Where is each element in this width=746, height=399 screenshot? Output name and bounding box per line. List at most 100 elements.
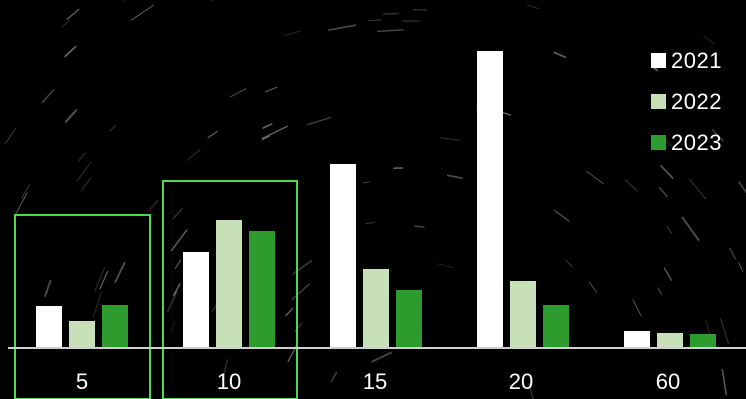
star-trail [66, 8, 80, 20]
legend: 2021 2022 2023 [651, 40, 722, 163]
x-tick-label: 20 [509, 369, 533, 394]
star-trail [264, 86, 278, 93]
star-trail [171, 321, 176, 332]
star-trail [377, 29, 404, 32]
star-trail [681, 216, 700, 241]
star-trail [382, 12, 400, 15]
bars-layer [36, 51, 716, 348]
star-trail [586, 170, 605, 185]
star-trail [711, 128, 724, 142]
star-trail [229, 88, 247, 98]
star-trail [307, 116, 332, 126]
star-trail [207, 130, 219, 139]
star-trail [526, 4, 540, 10]
star-trail [222, 359, 229, 380]
bar-2022-15 [363, 269, 389, 348]
star-trail [99, 270, 109, 290]
star-trail [439, 137, 461, 142]
star-trail [553, 51, 567, 59]
star-trail [148, 199, 159, 212]
bar-2023-60 [690, 334, 716, 348]
star-trail [76, 162, 92, 182]
star-trail [632, 299, 642, 317]
star-trail [114, 262, 126, 284]
bar-2021-5 [36, 306, 62, 348]
star-trail [738, 262, 744, 272]
star-trail [738, 181, 746, 194]
star-trail [15, 192, 28, 215]
star-trail [528, 383, 534, 399]
star-trail [291, 283, 310, 301]
highlight-box-10 [162, 180, 298, 399]
legend-item-2021: 2021 [651, 40, 722, 81]
star-trail [371, 351, 393, 363]
x-tick-labels: 5 10 15 20 60 [76, 369, 680, 394]
star-trail [170, 229, 188, 252]
star-trail [657, 287, 663, 296]
legend-item-2022: 2022 [651, 81, 722, 122]
star-trail [44, 279, 52, 297]
bar-2021-60 [624, 331, 650, 348]
star-trail [327, 24, 357, 31]
star-trail [172, 283, 181, 296]
bar-2021-10 [183, 252, 209, 348]
star-trail [728, 247, 737, 260]
x-tick-label: 60 [656, 369, 680, 394]
star-trail [77, 152, 86, 162]
star-trail [80, 177, 92, 192]
bar-2023-20 [543, 305, 569, 348]
star-trail [64, 109, 78, 123]
star-trail [283, 30, 301, 37]
star-trail [660, 165, 674, 179]
legend-label: 2021 [671, 47, 722, 73]
bar-2023-15 [396, 290, 422, 348]
highlight-boxes-layer [14, 180, 298, 399]
star-trail [4, 127, 17, 145]
bar-2021-15 [330, 164, 356, 348]
bar-2022-60 [657, 333, 683, 348]
star-trail [666, 226, 673, 234]
star-trail [109, 124, 117, 132]
legend-swatch [651, 94, 666, 109]
star-trail [437, 263, 455, 269]
star-trail [658, 187, 668, 197]
bar-2022-20 [510, 281, 536, 348]
star-trail [705, 319, 711, 336]
legend-swatch [651, 135, 666, 150]
star-trail [261, 135, 270, 141]
star-trail [92, 291, 102, 317]
star-trail [624, 179, 638, 192]
bar-2023-5 [102, 305, 128, 348]
star-trail [64, 45, 77, 58]
star-trail [720, 318, 730, 345]
star-trail [61, 20, 70, 28]
star-trail [261, 125, 288, 140]
star-trail [21, 184, 30, 199]
star-trail [446, 174, 463, 180]
star-trail [330, 371, 338, 383]
star-trail [414, 225, 425, 228]
star-trail [130, 4, 155, 21]
star-trail [186, 149, 201, 161]
star-trail [663, 267, 673, 281]
star-trail [362, 181, 370, 184]
x-tick-label: 15 [363, 369, 387, 394]
star-trail [565, 259, 574, 268]
legend-swatch [651, 53, 666, 68]
bar-2021-20 [477, 51, 503, 348]
star-trail [721, 369, 728, 396]
x-tick-label: 10 [217, 369, 241, 394]
star-trail [588, 281, 598, 293]
star-trail [94, 267, 106, 292]
star-trail [41, 89, 55, 104]
star-trail [262, 123, 273, 129]
star-trail [166, 291, 178, 313]
star-trail [285, 307, 294, 317]
star-trail [174, 259, 182, 269]
bar-2022-10 [216, 220, 242, 348]
legend-label: 2023 [671, 129, 722, 155]
star-trail [689, 179, 707, 200]
x-tick-label: 5 [76, 369, 88, 394]
